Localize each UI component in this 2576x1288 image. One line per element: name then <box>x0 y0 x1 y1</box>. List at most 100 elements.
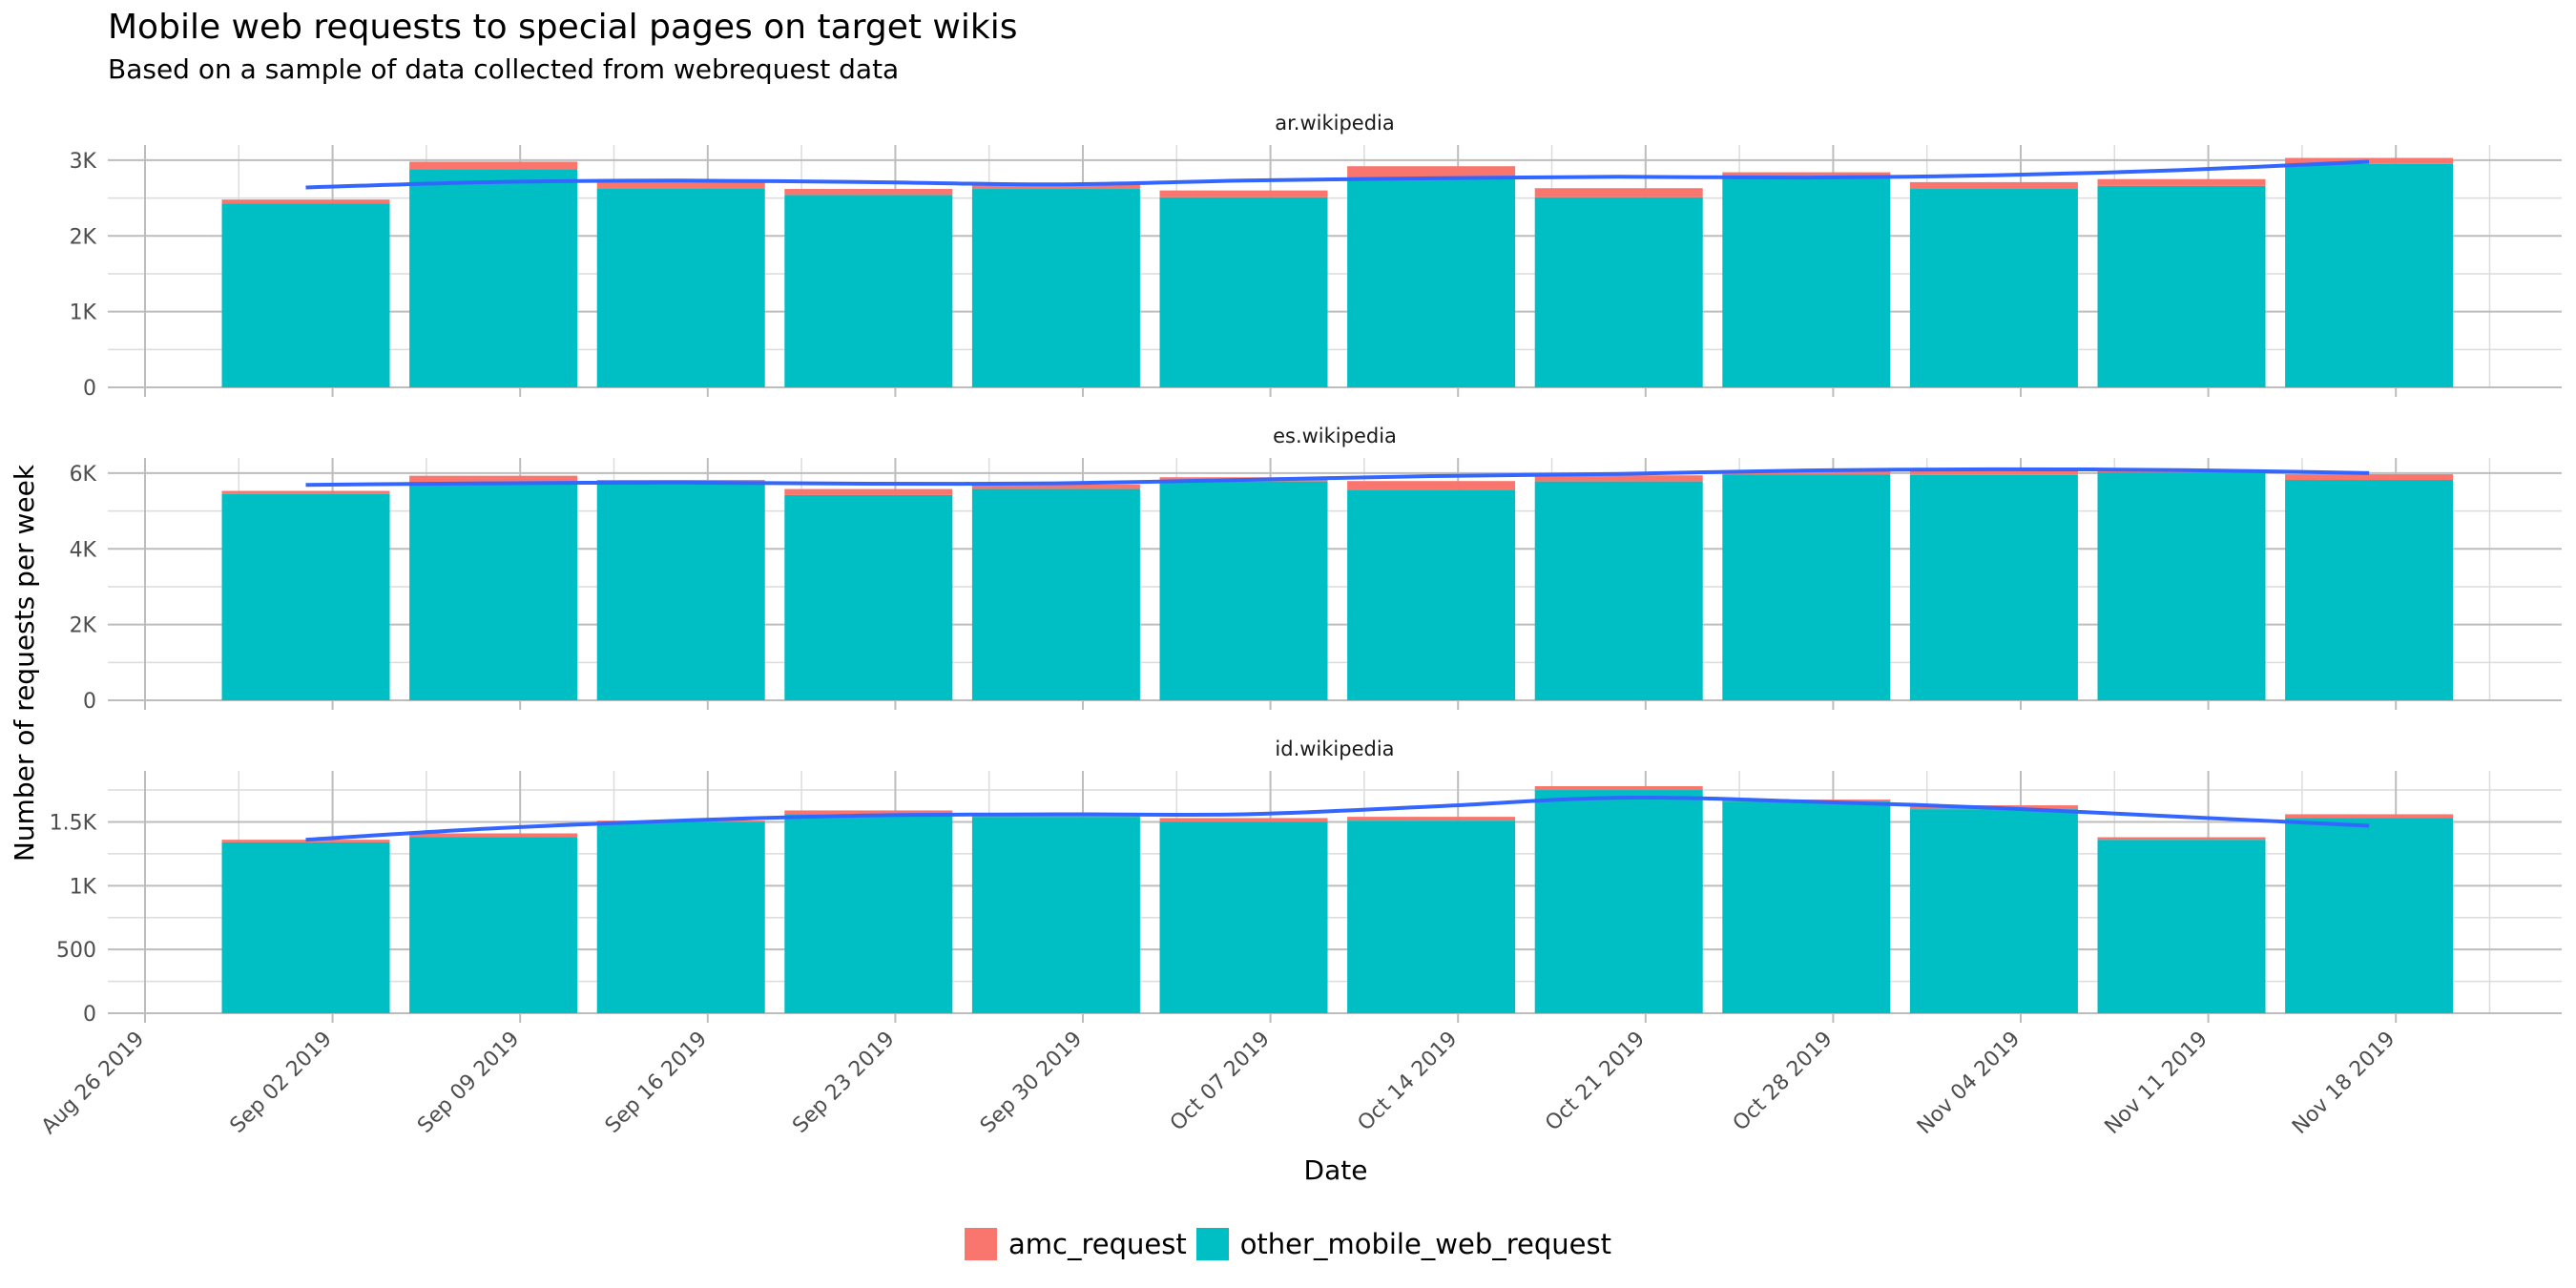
bar-amc-request <box>2285 157 2454 164</box>
y-tick-label: 500 <box>56 939 96 963</box>
legend-item-amc-request: amc_request <box>964 1228 1187 1260</box>
trend-line <box>305 159 2370 190</box>
legend-label-amc-request: amc_request <box>1008 1228 1187 1260</box>
y-tick-label: 0 <box>83 690 96 714</box>
y-tick-label: 2K <box>70 614 97 638</box>
y-tick-label: 0 <box>83 377 96 401</box>
bar-other-mobile-web-request <box>1722 177 1891 387</box>
x-tick-label: Oct 21 2019 <box>1541 1028 1650 1136</box>
bar-other-mobile-web-request <box>221 493 390 700</box>
bar-other-mobile-web-request <box>596 821 765 1013</box>
panel-ar-wikipedia: ar.wikipedia 0 1K 2K 3K <box>70 112 2562 401</box>
panel-id-wikipedia: id.wikipedia 0 500 1K 1.5K <box>50 737 2562 1027</box>
x-tick-label: Sep 23 2019 <box>788 1028 899 1138</box>
bar-other-mobile-web-request <box>1159 821 1328 1013</box>
bar-other-mobile-web-request <box>1909 474 2078 700</box>
bar-other-mobile-web-request <box>596 188 765 387</box>
bar-other-mobile-web-request <box>1534 481 1703 700</box>
bar-other-mobile-web-request <box>2097 840 2266 1013</box>
x-tick-label: Nov 11 2019 <box>2101 1028 2212 1139</box>
y-tick-label: 2K <box>70 225 97 249</box>
bar-amc-request <box>1722 172 1891 178</box>
bar-other-mobile-web-request <box>1909 809 2078 1013</box>
x-tick-label: Aug 26 2019 <box>37 1028 149 1139</box>
bar-amc-request <box>1909 181 2078 190</box>
bar-other-mobile-web-request <box>1722 801 1891 1013</box>
bar-amc-request <box>409 475 578 483</box>
bar-amc-request <box>1722 470 1891 475</box>
panel-es-wikipedia: es.wikipedia 0 2K 4K 6K <box>70 425 2562 714</box>
x-tick-label: Sep 16 2019 <box>601 1028 712 1138</box>
bar-amc-request <box>1347 166 1516 178</box>
bar-amc-request <box>2285 474 2454 481</box>
facet-label: ar.wikipedia <box>1275 112 1395 135</box>
bar-other-mobile-web-request <box>1347 177 1516 387</box>
bar-amc-request <box>2097 837 2266 841</box>
bar-amc-request <box>409 161 578 170</box>
x-tick-label: Sep 30 2019 <box>976 1028 1087 1138</box>
x-tick-label: Oct 28 2019 <box>1729 1028 1838 1136</box>
y-tick-label: 3K <box>70 150 97 174</box>
facet-label: es.wikipedia <box>1273 425 1397 447</box>
bar-other-mobile-web-request <box>784 814 953 1013</box>
bar-amc-request <box>784 488 953 495</box>
legend-label-other-mobile-web-request: other_mobile_web_request <box>1239 1228 1612 1260</box>
bar-other-mobile-web-request <box>596 483 765 700</box>
bar-other-mobile-web-request <box>971 488 1140 700</box>
bar-other-mobile-web-request <box>971 189 1140 387</box>
bar-other-mobile-web-request <box>409 169 578 387</box>
bar-other-mobile-web-request <box>784 494 953 700</box>
bar-other-mobile-web-request <box>1534 197 1703 387</box>
bar-amc-request <box>409 833 578 838</box>
legend-swatch-amc-request <box>964 1228 997 1260</box>
bar-other-mobile-web-request <box>1534 790 1703 1013</box>
bar-other-mobile-web-request <box>1909 189 2078 387</box>
bar-other-mobile-web-request <box>1347 489 1516 700</box>
bar-amc-request <box>596 181 765 189</box>
y-axis-title: Number of requests per week <box>9 464 40 862</box>
bar-amc-request <box>971 484 1140 489</box>
bar-amc-request <box>1534 786 1703 791</box>
bar-other-mobile-web-request <box>2097 472 2266 700</box>
x-tick-label: Sep 02 2019 <box>226 1028 337 1138</box>
bar-other-mobile-web-request <box>2285 163 2454 387</box>
bar-other-mobile-web-request <box>409 837 578 1013</box>
x-tick-label: Oct 07 2019 <box>1166 1028 1275 1136</box>
bar-other-mobile-web-request <box>1722 474 1891 700</box>
x-tick-label: Oct 14 2019 <box>1354 1028 1463 1136</box>
bar-amc-request <box>221 199 390 204</box>
bar-amc-request <box>784 189 953 196</box>
bar-amc-request <box>1909 470 2078 475</box>
chart-title: Mobile web requests to special pages on … <box>108 8 1018 47</box>
y-tick-label: 6K <box>70 463 97 487</box>
x-tick-label: Nov 18 2019 <box>2288 1028 2399 1139</box>
bar-other-mobile-web-request <box>2097 185 2266 387</box>
bar-amc-request <box>1159 190 1328 197</box>
bar-amc-request <box>784 810 953 815</box>
trend-line <box>305 795 2370 842</box>
y-tick-label: 1K <box>70 301 97 325</box>
trend-line <box>305 467 2370 488</box>
bar-amc-request <box>1534 475 1703 482</box>
bar-other-mobile-web-request <box>1347 821 1516 1013</box>
bar-amc-request <box>1534 188 1703 197</box>
x-tick-label: Sep 09 2019 <box>413 1028 524 1138</box>
bar-other-mobile-web-request <box>1159 197 1328 387</box>
legend-item-other-mobile-web-request: other_mobile_web_request <box>1195 1228 1612 1260</box>
y-tick-label: 4K <box>70 538 97 562</box>
legend: amc_request other_mobile_web_request <box>0 1223 2576 1265</box>
y-tick-label: 1.5K <box>50 811 97 835</box>
bar-other-mobile-web-request <box>1159 481 1328 700</box>
bar-other-mobile-web-request <box>784 195 953 387</box>
bar-other-mobile-web-request <box>971 817 1140 1013</box>
x-axis-title: Date <box>1304 1154 1368 1186</box>
chart-subtitle: Based on a sample of data collected from… <box>108 53 900 85</box>
bar-amc-request <box>2285 814 2454 819</box>
x-tick-label: Nov 04 2019 <box>1913 1028 2025 1139</box>
legend-swatch-other-mobile-web-request <box>1195 1228 1229 1260</box>
y-tick-label: 1K <box>70 875 97 899</box>
bar-amc-request <box>221 840 390 842</box>
bar-amc-request <box>1347 481 1516 490</box>
